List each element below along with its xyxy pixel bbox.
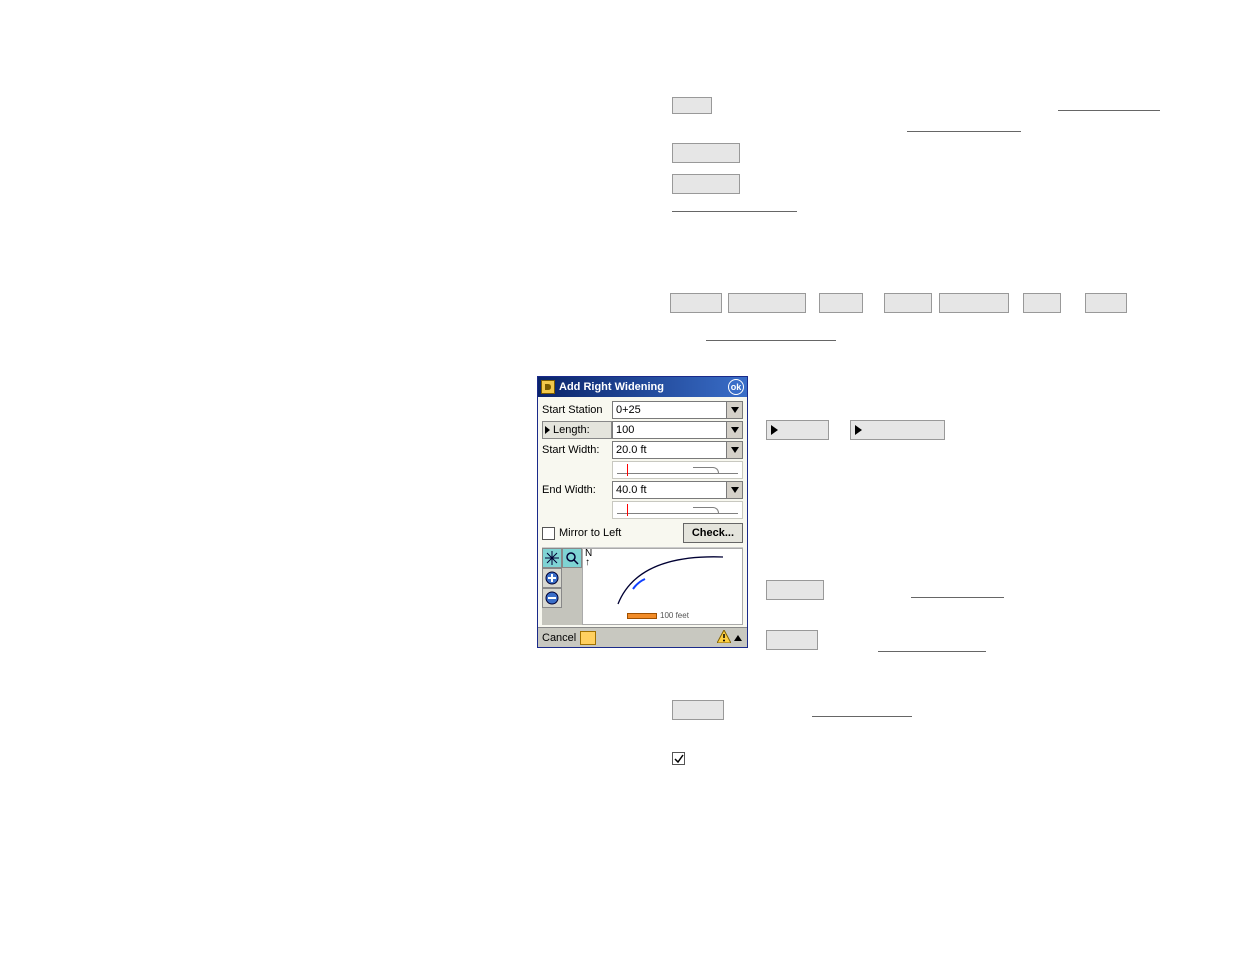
placeholder-play-button[interactable] bbox=[766, 420, 829, 440]
cancel-button[interactable]: Cancel bbox=[542, 632, 576, 644]
menu-up-button[interactable] bbox=[733, 631, 743, 645]
placeholder-box bbox=[672, 97, 712, 114]
end-width-slider[interactable] bbox=[612, 501, 743, 519]
ok-button[interactable]: ok bbox=[728, 379, 744, 395]
placeholder-box bbox=[670, 293, 722, 313]
zoom-extents-button[interactable] bbox=[542, 548, 562, 568]
preview-toolbar bbox=[542, 548, 582, 625]
end-width-slider-row bbox=[542, 501, 743, 519]
dialog-statusbar: Cancel bbox=[538, 627, 747, 647]
slider-thumb bbox=[627, 504, 628, 516]
start-width-label: Start Width: bbox=[542, 444, 612, 456]
length-dropdown[interactable] bbox=[727, 421, 743, 439]
chevron-right-icon bbox=[545, 426, 550, 434]
slider-track bbox=[617, 473, 738, 474]
underline bbox=[1058, 110, 1160, 111]
slider-curve bbox=[693, 507, 719, 514]
length-label: Length: bbox=[553, 424, 590, 436]
play-icon bbox=[855, 425, 862, 435]
placeholder-box bbox=[728, 293, 806, 313]
underline bbox=[911, 597, 1004, 598]
placeholder-box bbox=[1085, 293, 1127, 313]
start-width-dropdown[interactable] bbox=[727, 441, 743, 459]
placeholder-box bbox=[672, 143, 740, 163]
underline bbox=[672, 211, 797, 212]
end-width-input[interactable]: 40.0 ft bbox=[612, 481, 727, 499]
scale-bar: 100 feet bbox=[627, 611, 689, 620]
preview-area: N↑ 100 feet bbox=[542, 547, 743, 625]
start-width-slider-row bbox=[542, 461, 743, 479]
start-station-dropdown[interactable] bbox=[727, 401, 743, 419]
slider-thumb bbox=[627, 464, 628, 476]
placeholder-box bbox=[819, 293, 863, 313]
placeholder-box bbox=[884, 293, 932, 313]
length-input[interactable]: 100 bbox=[612, 421, 727, 439]
mirror-row: Mirror to Left Check... bbox=[542, 523, 743, 543]
zoom-window-button[interactable] bbox=[562, 548, 582, 568]
dialog-client-area: Start Station 0+25 Length: 100 Start Wid… bbox=[538, 397, 747, 627]
length-toggle-button[interactable]: Length: bbox=[542, 421, 612, 439]
road-preview-svg bbox=[583, 549, 743, 611]
underline bbox=[812, 716, 912, 717]
zoom-in-button[interactable] bbox=[542, 568, 562, 588]
zoom-out-button[interactable] bbox=[542, 588, 562, 608]
start-station-label: Start Station bbox=[542, 404, 612, 416]
placeholder-box bbox=[939, 293, 1009, 313]
keyboard-button[interactable] bbox=[580, 631, 596, 645]
end-width-row: End Width: 40.0 ft bbox=[542, 481, 743, 499]
dialog-titlebar: Add Right Widening ok bbox=[538, 377, 747, 397]
check-button[interactable]: Check... bbox=[683, 523, 743, 543]
start-width-input[interactable]: 20.0 ft bbox=[612, 441, 727, 459]
underline bbox=[907, 131, 1021, 132]
ok-label: ok bbox=[731, 382, 742, 392]
preview-canvas[interactable]: N↑ 100 feet bbox=[582, 548, 743, 625]
placeholder-play-button[interactable] bbox=[850, 420, 945, 440]
start-width-row: Start Width: 20.0 ft bbox=[542, 441, 743, 459]
mirror-to-left-checkbox[interactable] bbox=[542, 527, 555, 540]
length-row: Length: 100 bbox=[542, 421, 743, 439]
underline bbox=[706, 340, 836, 341]
placeholder-box bbox=[672, 174, 740, 194]
start-station-row: Start Station 0+25 bbox=[542, 401, 743, 419]
start-width-slider[interactable] bbox=[612, 461, 743, 479]
placeholder-box bbox=[672, 700, 724, 720]
dialog-title: Add Right Widening bbox=[559, 381, 728, 393]
mirror-to-left-label: Mirror to Left bbox=[559, 527, 683, 539]
slider-curve bbox=[693, 467, 719, 474]
app-icon bbox=[541, 380, 555, 394]
placeholder-box bbox=[766, 580, 824, 600]
start-station-input[interactable]: 0+25 bbox=[612, 401, 727, 419]
warning-icon[interactable] bbox=[717, 630, 731, 646]
add-right-widening-dialog: Add Right Widening ok Start Station 0+25… bbox=[537, 376, 748, 648]
placeholder-box bbox=[1023, 293, 1061, 313]
placeholder-box bbox=[766, 630, 818, 650]
play-icon bbox=[771, 425, 778, 435]
end-width-label: End Width: bbox=[542, 484, 612, 496]
slider-track bbox=[617, 513, 738, 514]
end-width-dropdown[interactable] bbox=[727, 481, 743, 499]
scale-label: 100 feet bbox=[660, 611, 689, 620]
standalone-checkbox[interactable] bbox=[672, 752, 685, 765]
underline bbox=[878, 651, 986, 652]
